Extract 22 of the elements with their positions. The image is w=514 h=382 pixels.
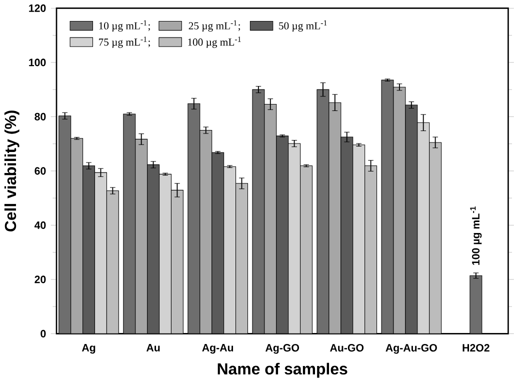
legend-label: 75 µg mL$^{-1}$; bbox=[99, 36, 150, 48]
y-axis-title: Cell viability (%) bbox=[4, 110, 20, 232]
x-tick-label: Au-GO bbox=[330, 344, 364, 352]
y-tick-label: 60 bbox=[34, 167, 46, 175]
annotation: 100 µg mL$^{-1}$ bbox=[470, 206, 482, 265]
x-tick-label: Ag-Au bbox=[202, 344, 234, 354]
x-tick-label: Ag-GO bbox=[266, 344, 300, 354]
legend-label: 50 µg mL$^{-1}$ bbox=[279, 20, 327, 32]
x-axis-title: Name of samples bbox=[218, 362, 348, 378]
legend-label: 10 µg mL$^{-1}$; bbox=[99, 20, 150, 32]
x-tick-label: Ag bbox=[82, 344, 96, 354]
y-tick-label: 120 bbox=[29, 4, 46, 12]
legend-label: 100 µg mL$^{-1}$ bbox=[188, 36, 241, 48]
legend-label: 25 µg mL$^{-1}$; bbox=[188, 20, 240, 32]
x-tick-label: Au bbox=[146, 344, 160, 352]
y-tick-label: 0 bbox=[40, 330, 46, 338]
y-tick-label: 80 bbox=[34, 112, 46, 120]
y-tick-label: 20 bbox=[34, 276, 46, 284]
y-tick-label: 100 bbox=[29, 58, 46, 66]
x-tick-label: H2O2 bbox=[462, 344, 490, 352]
y-tick-label: 40 bbox=[34, 221, 46, 229]
x-tick-label: Ag-Au-GO bbox=[386, 344, 437, 354]
